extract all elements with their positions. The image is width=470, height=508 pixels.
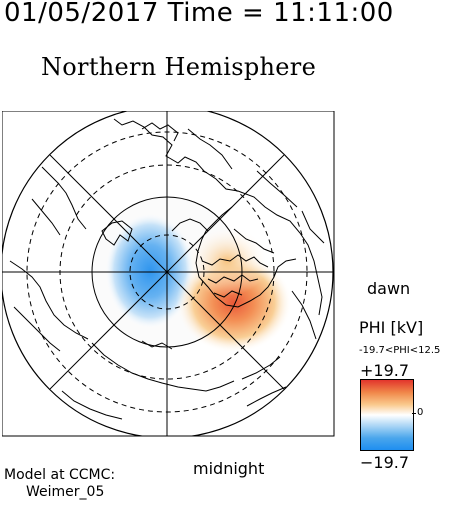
colorbar-zero-tick (412, 413, 416, 414)
colorbar (360, 379, 414, 451)
negative-potential-cell (105, 213, 195, 329)
dawn-label: dawn (367, 279, 411, 298)
model-credit-line1: Model at CCMC: (4, 467, 116, 483)
hemisphere-title: Northern Hemisphere (41, 53, 317, 81)
model-credit-line2: Weimer_05 (26, 484, 105, 500)
colorbar-range: -19.7<PHI<12.5 (359, 345, 441, 356)
colorbar-max-label: +19.7 (360, 361, 410, 380)
date-time-title: 01/05/2017 Time = 11:11:00 (4, 0, 394, 28)
colorbar-min-label: −19.7 (360, 453, 410, 472)
colorbar-title: PHI [kV] (359, 318, 424, 337)
colorbar-zero-label: 0 (417, 407, 424, 418)
midnight-label: midnight (193, 459, 265, 478)
polar-map (2, 111, 335, 437)
